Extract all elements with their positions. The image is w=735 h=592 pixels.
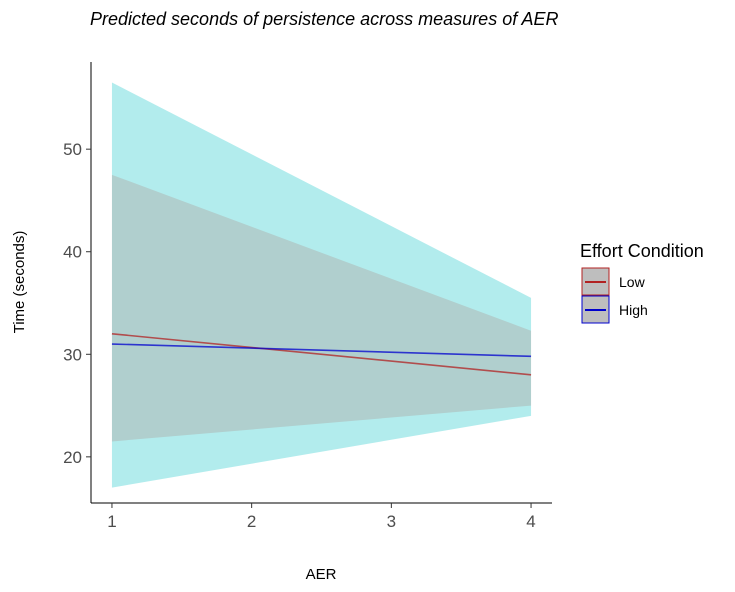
ci-bands: [111, 82, 532, 488]
x-axis-title: AER: [306, 566, 337, 583]
series-lines: [111, 332, 532, 376]
axes: 1 2 3 4 20 30 40 50: [63, 62, 552, 531]
series-line-high: [111, 343, 532, 358]
ci-band-high: [111, 82, 532, 488]
y-tick-label: 40: [63, 243, 82, 262]
chart-title: Predicted seconds of persistence across …: [90, 9, 559, 29]
x-tick-label: 4: [526, 512, 535, 531]
legend-label-high: High: [619, 302, 648, 318]
legend-label-low: Low: [619, 274, 646, 290]
x-tick-label: 2: [247, 512, 256, 531]
y-tick-label: 20: [63, 448, 82, 467]
series-line-low: [111, 332, 532, 376]
legend-title: Effort Condition: [580, 241, 704, 261]
y-axis-title: Time (seconds): [11, 231, 28, 334]
y-tick-label: 50: [63, 140, 82, 159]
legend: Effort Condition Low High: [580, 241, 704, 324]
ci-band-low: [111, 174, 532, 442]
y-tick-label: 30: [63, 345, 82, 364]
x-tick-label: 3: [387, 512, 396, 531]
x-tick-label: 1: [107, 512, 116, 531]
